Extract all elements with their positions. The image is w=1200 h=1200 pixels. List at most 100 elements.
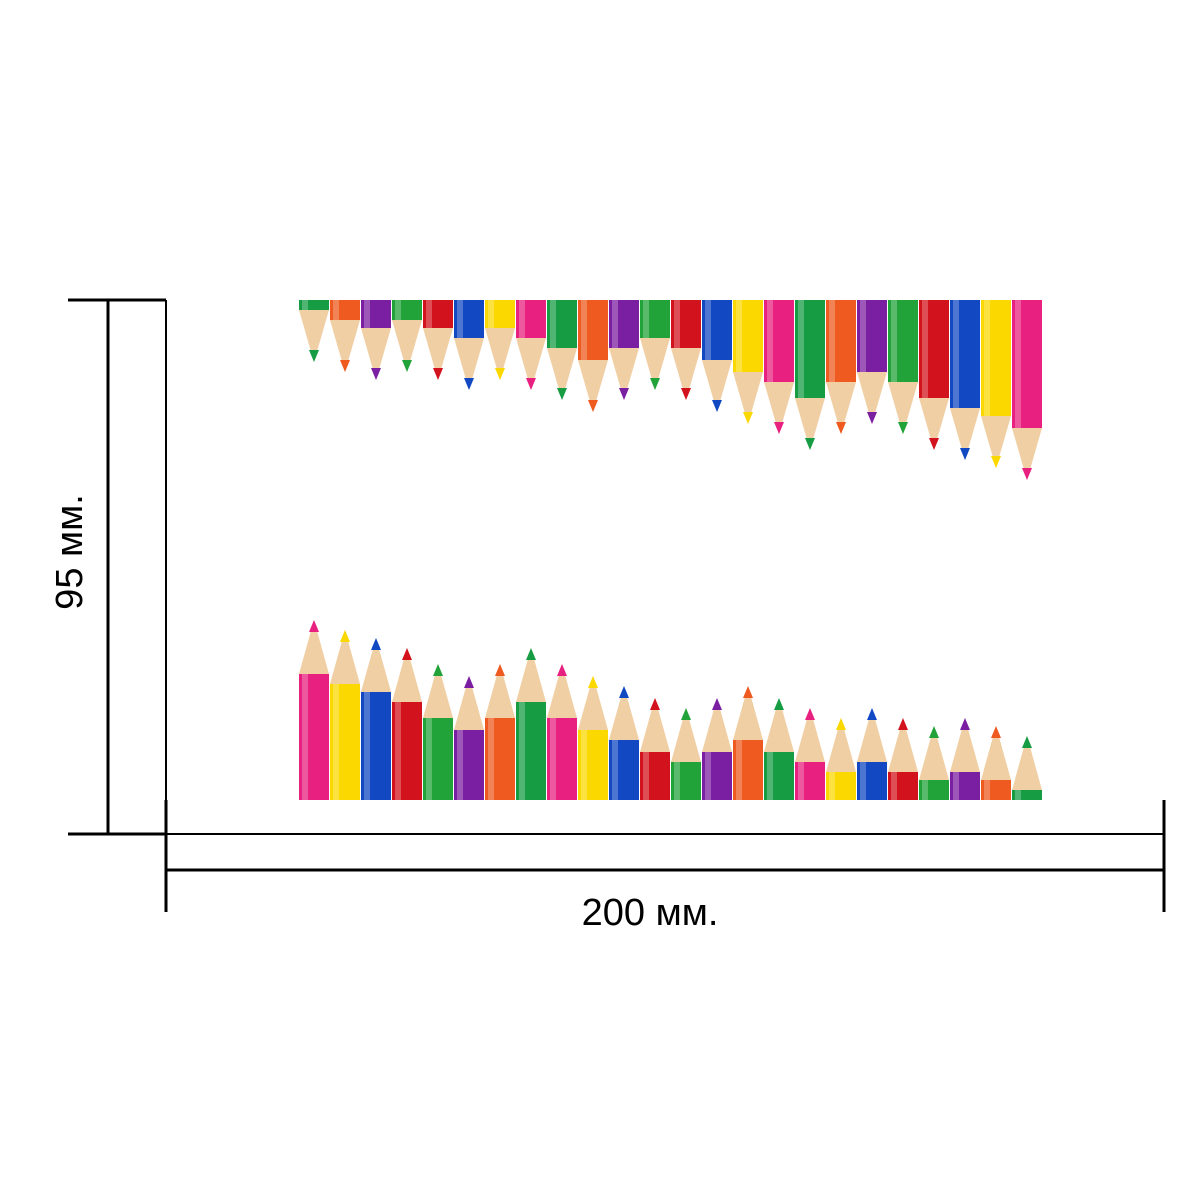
pencil-highlight	[643, 300, 649, 338]
pencil-wood	[578, 676, 608, 730]
pencil-body	[485, 718, 515, 800]
pencil-bottom-13	[671, 708, 701, 800]
pencil-lead	[433, 368, 443, 380]
pencil-lead	[464, 378, 474, 390]
pencil-top-16	[764, 300, 794, 434]
pencil-body	[950, 300, 980, 408]
pencil-body	[609, 300, 639, 348]
pencil-body	[764, 300, 794, 382]
pencil-top-15	[733, 300, 763, 424]
pencil-highlight	[829, 300, 835, 382]
pencil-bottom-5	[423, 664, 453, 800]
pencil-top-20	[888, 300, 918, 434]
pencil-top-12	[640, 300, 670, 390]
pencil-bottom-8	[516, 648, 546, 800]
pencil-body	[299, 674, 329, 800]
pencil-lead	[681, 708, 691, 720]
pencil-body	[888, 772, 918, 800]
pencil-body	[981, 780, 1011, 800]
width-dimension	[164, 800, 1166, 912]
pencil-body	[516, 300, 546, 338]
pencil-top-7	[485, 300, 515, 380]
pencil-wood	[547, 348, 577, 400]
pencil-lead	[991, 456, 1001, 468]
pencil-highlight	[829, 772, 835, 800]
pencil-top-4	[392, 300, 422, 372]
pencil-body	[547, 300, 577, 348]
pencil-wood	[826, 718, 856, 772]
pencil-wood	[919, 398, 949, 450]
pencil-body	[826, 300, 856, 382]
pencil-bottom-10	[578, 676, 608, 800]
pencil-lead	[402, 360, 412, 372]
pencil-lead	[743, 412, 753, 424]
pencil-top-2	[330, 300, 360, 372]
pencil-body	[547, 718, 577, 800]
pencil-bottom-4	[392, 648, 422, 800]
pencil-wood	[795, 398, 825, 450]
pencil-body	[795, 300, 825, 398]
pencil-highlight	[457, 730, 463, 800]
pencil-top-13	[671, 300, 701, 400]
pencil-highlight	[984, 780, 990, 800]
pencil-lead	[774, 698, 784, 710]
pencil-lead	[898, 718, 908, 730]
pencil-highlight	[674, 762, 680, 800]
pencil-bottom-17	[795, 708, 825, 800]
pencil-body	[454, 300, 484, 338]
pencil-wood	[1012, 428, 1042, 480]
pencil-wood	[733, 372, 763, 424]
pencil-wood	[888, 382, 918, 434]
pencil-wood	[764, 382, 794, 434]
pencil-bottom-20	[888, 718, 918, 800]
pencil-wood	[392, 320, 422, 372]
pencil-wood	[361, 638, 391, 692]
pencil-body	[981, 300, 1011, 416]
pencil-lead	[960, 448, 970, 460]
pencil-highlight	[643, 752, 649, 800]
pencil-lead	[1022, 736, 1032, 748]
pencil-wood	[299, 620, 329, 674]
pencil-highlight	[891, 300, 897, 382]
pencil-highlight	[891, 772, 897, 800]
pencil-highlight	[984, 300, 990, 416]
pencil-lead	[867, 708, 877, 720]
pencil-top-22	[950, 300, 980, 460]
pencil-lead	[1022, 468, 1032, 480]
pencil-lead	[464, 676, 474, 688]
width-label: 200 мм.	[582, 892, 719, 934]
pencil-highlight	[364, 692, 370, 800]
pencil-highlight	[612, 300, 618, 348]
pencil-highlight	[860, 762, 866, 800]
pencil-highlight	[1015, 790, 1021, 800]
pencil-highlight	[736, 300, 742, 372]
pencil-wood	[888, 718, 918, 772]
pencil-wood	[454, 338, 484, 390]
pencil-lead	[991, 726, 1001, 738]
pencil-highlight	[426, 718, 432, 800]
pencil-lead	[650, 698, 660, 710]
pencil-lead	[619, 388, 629, 400]
height-dimension	[68, 298, 167, 836]
pencil-lead	[619, 686, 629, 698]
pencil-highlight	[674, 300, 680, 348]
pencil-lead	[867, 412, 877, 424]
pencil-lead	[805, 708, 815, 720]
pencil-lead	[557, 664, 567, 676]
pencil-lead	[774, 422, 784, 434]
pencil-body	[919, 300, 949, 398]
pencil-top-8	[516, 300, 546, 390]
pencil-highlight	[581, 730, 587, 800]
top-pencil-row	[299, 300, 1042, 480]
pencil-highlight	[767, 300, 773, 382]
pencil-wood	[981, 726, 1011, 780]
pencil-top-19	[857, 300, 887, 424]
pencil-lead	[960, 718, 970, 730]
pencil-top-11	[609, 300, 639, 400]
pencil-highlight	[1015, 300, 1021, 428]
pencil-highlight	[302, 674, 308, 800]
pencil-wood	[640, 338, 670, 390]
pencil-lead	[340, 630, 350, 642]
pencil-highlight	[519, 300, 525, 338]
pencil-highlight	[767, 752, 773, 800]
